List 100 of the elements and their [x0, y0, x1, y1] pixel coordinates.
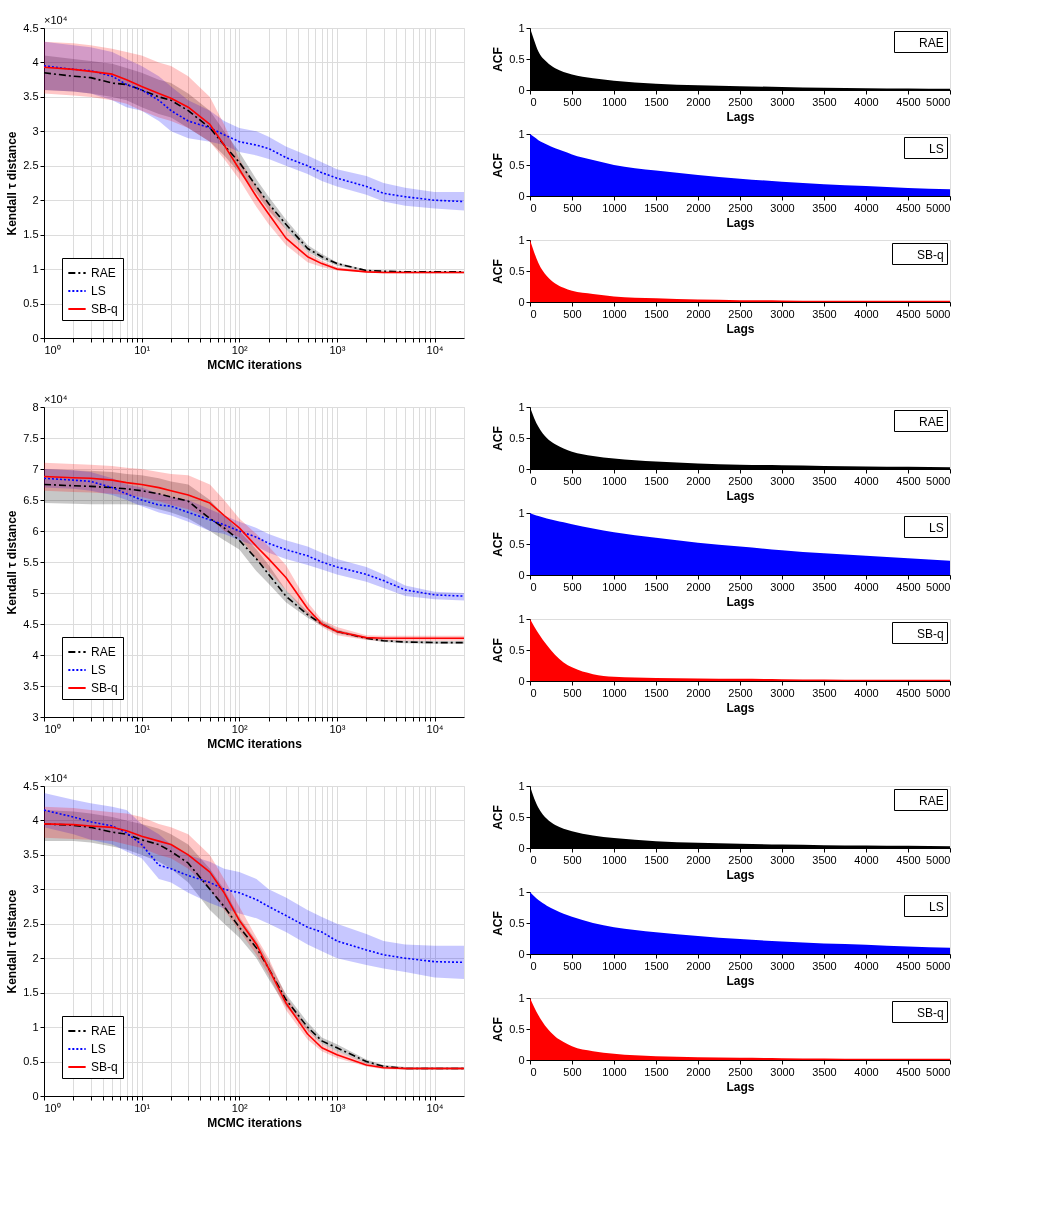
x-tick-label: 1500 [644, 307, 669, 320]
x-axis-title: Lags [726, 488, 755, 503]
x-tick-label: 3500 [812, 474, 837, 487]
x-tick-label: 1000 [602, 201, 627, 214]
x-tick-label: 4500 [896, 95, 921, 108]
y-tick-label: 6 [32, 524, 39, 537]
text: SB-q [917, 1006, 944, 1020]
y-tick-label: 1 [518, 127, 525, 140]
x-tick-label: 0 [530, 474, 537, 487]
x-tick-label: 0 [530, 1065, 537, 1078]
legend-label: SB-q [91, 681, 118, 695]
x-tick-label: 5000 [926, 686, 951, 699]
y-tick-label: 4.5 [23, 779, 39, 792]
x-tick-label: 3000 [770, 307, 795, 320]
y-tick-label: 1 [518, 21, 525, 34]
y-tick-label: 1 [518, 233, 525, 246]
x-tick-label: 4500 [896, 853, 921, 866]
y-tick-label: 0 [518, 295, 525, 308]
x-axis-title: Lags [726, 321, 755, 336]
x-tick-label: 3000 [770, 474, 795, 487]
x-tick-label: 10² [231, 1101, 249, 1114]
y-axis-title: ACF [491, 426, 506, 451]
x-tick-label: 10¹ [134, 1101, 151, 1114]
y-tick-label: 0.5 [509, 643, 525, 656]
y-tick-label: 5 [32, 586, 39, 599]
y-tick-label: 0 [518, 1053, 525, 1066]
x-tick-label: 3500 [812, 853, 837, 866]
legend-label: RAE [91, 645, 116, 659]
x-tick-label: 0 [530, 959, 537, 972]
y-tick-label: 0 [518, 674, 525, 687]
x-tick-label: 10⁴ [426, 343, 444, 356]
x-tick-label: 2500 [728, 201, 753, 214]
y-tick-label: 0.5 [509, 1022, 525, 1035]
y-tick-label: 0.5 [23, 1055, 39, 1068]
y-tick-label: 1 [518, 506, 525, 519]
x-tick-label: 500 [563, 580, 582, 593]
text: LS [929, 900, 944, 914]
x-tick-label: 4000 [854, 580, 879, 593]
x-tick-label: 0 [530, 307, 537, 320]
x-tick-label: 1000 [602, 580, 627, 593]
legend-label: LS [91, 663, 106, 677]
text: ×10⁴ [44, 393, 68, 405]
x-tick-label: 4500 [896, 959, 921, 972]
x-tick-label: 2500 [728, 686, 753, 699]
y-tick-label: 3.5 [23, 90, 39, 103]
y-tick-label: 0.5 [23, 297, 39, 310]
y-tick-label: 3 [32, 124, 39, 137]
y-tick-label: 0.5 [509, 810, 525, 823]
x-axis-title: Lags [726, 973, 755, 988]
y-tick-label: 5.5 [23, 555, 39, 568]
legend-label: RAE [91, 266, 116, 280]
x-tick-label: 10³ [329, 343, 346, 356]
x-tick-label: 1500 [644, 201, 669, 214]
x-tick-label: 500 [563, 686, 582, 699]
y-tick-label: 1 [32, 1020, 39, 1033]
y-tick-label: 7.5 [23, 431, 39, 444]
y-tick-label: 0.5 [509, 264, 525, 277]
y-tick-label: 0 [518, 189, 525, 202]
x-tick-label: 500 [563, 853, 582, 866]
x-tick-label: 4000 [854, 1065, 879, 1078]
x-tick-label: 0 [530, 580, 537, 593]
x-tick-label: 2000 [686, 853, 711, 866]
x-tick-label: 3500 [812, 686, 837, 699]
y-axis-title: ACF [491, 259, 506, 284]
x-tick-label: 1500 [644, 853, 669, 866]
y-tick-label: 1 [518, 400, 525, 413]
x-tick-label: 1000 [602, 959, 627, 972]
x-tick-label: 10⁰ [44, 1101, 61, 1114]
x-tick-label: 2000 [686, 474, 711, 487]
y-tick-label: 1 [518, 991, 525, 1004]
x-tick-label: 3500 [812, 201, 837, 214]
x-tick-label: 500 [563, 201, 582, 214]
x-tick-label: 1500 [644, 1065, 669, 1078]
x-tick-label: 0 [530, 686, 537, 699]
x-tick-label: 1000 [602, 686, 627, 699]
y-tick-label: 4 [32, 55, 39, 68]
x-tick-label: 5000 [926, 1065, 951, 1078]
x-tick-label: 2000 [686, 95, 711, 108]
y-tick-label: 0 [32, 331, 39, 344]
x-tick-label: 4000 [854, 201, 879, 214]
x-tick-label: 1000 [602, 853, 627, 866]
y-axis-title: ACF [491, 47, 506, 72]
x-tick-label: 4000 [854, 95, 879, 108]
y-tick-label: 8 [32, 400, 39, 413]
x-tick-label: 4000 [854, 686, 879, 699]
text: RAE [919, 415, 944, 429]
x-tick-label: 2000 [686, 1065, 711, 1078]
x-tick-label: 4000 [854, 853, 879, 866]
x-tick-label: 1000 [602, 474, 627, 487]
x-tick-label: 10¹ [134, 722, 151, 735]
x-tick-label: 500 [563, 1065, 582, 1078]
y-tick-label: 4 [32, 813, 39, 826]
x-axis-title: MCMC iterations [207, 736, 303, 751]
x-tick-label: 4500 [896, 474, 921, 487]
y-tick-label: 3 [32, 882, 39, 895]
text: RAE [919, 36, 944, 50]
x-tick-label: 4500 [896, 580, 921, 593]
y-axis-title: ACF [491, 805, 506, 830]
y-tick-label: 2.5 [23, 159, 39, 172]
legend-label: LS [91, 1042, 106, 1056]
